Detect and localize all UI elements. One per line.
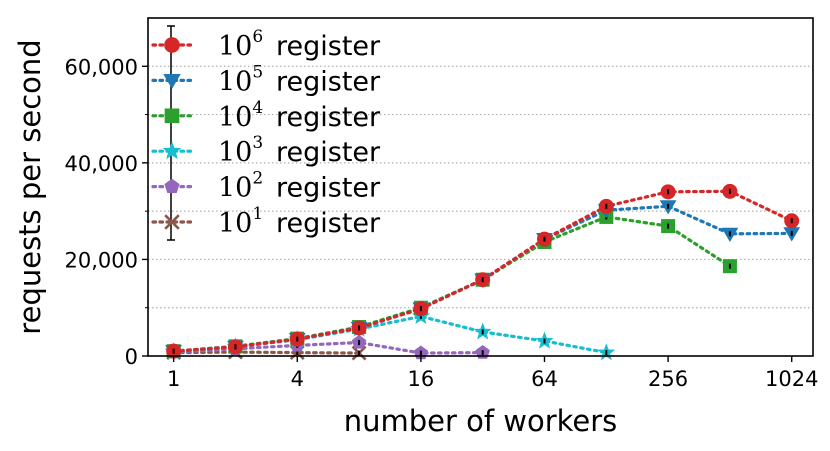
data-point <box>164 37 180 53</box>
x-tick-label: 16 <box>408 367 435 391</box>
x-tick-label: 256 <box>648 367 688 391</box>
y-tick-label: 20,000 <box>65 248 138 272</box>
legend-label: 102 <box>218 169 263 204</box>
legend-label-text: register <box>276 66 381 97</box>
series-line <box>172 189 794 353</box>
legend-label: 105 <box>218 62 263 97</box>
legend-entry: 105 register <box>151 62 381 97</box>
x-tick-label: 64 <box>531 367 558 391</box>
x-tick-label: 1024 <box>765 367 818 391</box>
series-line <box>172 215 732 353</box>
y-axis-title: requests per second <box>13 39 47 334</box>
legend-label-text: register <box>276 31 381 62</box>
data-point <box>164 214 180 230</box>
x-axis-title: number of workers <box>344 404 618 438</box>
legend-entry: 101 register <box>151 204 381 239</box>
grid-lines <box>148 65 813 309</box>
y-tick-label: 60,000 <box>65 55 138 79</box>
legend-label-text: register <box>276 208 381 239</box>
legend-entry: 103 register <box>151 133 381 168</box>
data-point <box>162 141 182 160</box>
data-point <box>164 178 180 194</box>
series-markers <box>166 209 737 359</box>
series-markers <box>166 183 800 359</box>
series-layer <box>164 183 801 361</box>
legend-label-text: register <box>276 173 381 204</box>
series-line <box>172 340 485 355</box>
plot-frame <box>147 17 814 357</box>
y-tick-label: 0 <box>125 345 138 369</box>
legend-entry: 102 register <box>151 169 381 204</box>
x-tick-label: 4 <box>291 367 304 391</box>
legend-label: 106 <box>218 27 263 62</box>
data-point <box>164 108 180 124</box>
legend-label: 104 <box>218 98 263 133</box>
legend: 106 register 105 register 104 register 103 regi… <box>151 25 381 241</box>
x-tick-label: 1 <box>167 367 180 391</box>
legend-label: 101 <box>218 204 263 239</box>
y-tick-label: 40,000 <box>65 152 138 176</box>
data-point-stroke <box>164 214 180 230</box>
legend-entry: 106 register <box>151 27 381 62</box>
axis-ticks: 1 4 16 64 256 1024 0 20,000 40,000 60,000 <box>65 55 819 391</box>
data-point <box>163 73 181 89</box>
legend-label: 103 <box>218 133 263 168</box>
legend-label-text: register <box>276 102 381 133</box>
series-line <box>172 350 361 355</box>
legend-label-text: register <box>276 137 381 168</box>
legend-entry: 104 register <box>151 98 381 133</box>
